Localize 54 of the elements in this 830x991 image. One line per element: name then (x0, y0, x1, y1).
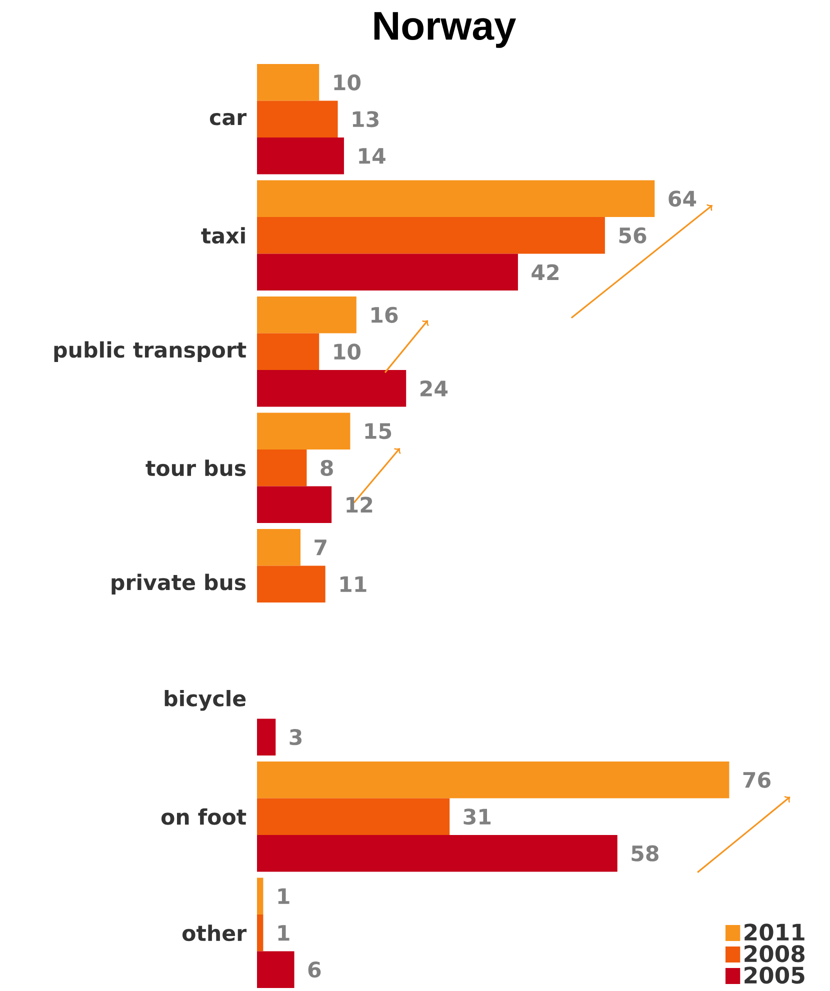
bar (257, 450, 307, 486)
data-label: 8 (320, 460, 333, 476)
y-tick-label: public transport (54, 341, 246, 362)
legend-label: 2011 (744, 924, 804, 941)
bar (257, 798, 450, 835)
bar (257, 951, 294, 988)
data-label: 14 (359, 148, 386, 164)
data-label: 10 (334, 344, 361, 360)
data-label: 15 (365, 423, 392, 440)
data-label: 1 (278, 888, 290, 904)
data-label: 6 (308, 962, 321, 978)
bar (257, 333, 320, 370)
data-label: 24 (420, 380, 448, 396)
bar (257, 486, 332, 523)
data-label: 7 (314, 540, 326, 556)
data-label: 11 (340, 576, 366, 592)
y-tick-label: car (210, 113, 247, 126)
data-label: 12 (346, 496, 372, 513)
bar (257, 835, 618, 872)
bar (257, 762, 730, 798)
bar (257, 412, 350, 450)
data-label: 58 (632, 845, 658, 862)
legend-label: 2005 (744, 966, 804, 984)
bar (257, 566, 326, 602)
data-label: 56 (619, 227, 646, 244)
legend-label: 2008 (744, 945, 805, 962)
data-label: 64 (668, 190, 696, 207)
y-tick-label: on foot (161, 808, 246, 825)
data-label: 10 (334, 74, 361, 90)
y-tick-label: other (182, 924, 247, 942)
y-tick-label: bicycle (164, 690, 246, 711)
bar (257, 878, 264, 915)
data-label: 1 (278, 925, 290, 941)
data-label: 42 (532, 264, 559, 280)
bar (257, 718, 276, 756)
data-label: 16 (372, 306, 398, 323)
data-label: 13 (352, 111, 378, 128)
bar (257, 370, 406, 407)
y-tick-label: tour bus (146, 460, 246, 476)
bar (257, 64, 320, 101)
data-label: 76 (743, 772, 770, 788)
bar (257, 914, 264, 952)
data-label: 31 (464, 808, 491, 825)
bar (257, 180, 655, 218)
y-tick-label: private bus (112, 574, 246, 594)
bar (257, 138, 344, 174)
bar (257, 217, 605, 254)
bar (257, 529, 300, 566)
bar (257, 296, 356, 334)
bar (257, 100, 338, 138)
y-tick-label: taxi (201, 227, 245, 244)
data-label: 3 (290, 729, 302, 746)
bar (257, 254, 518, 290)
chart-title: Norway (374, 12, 516, 48)
